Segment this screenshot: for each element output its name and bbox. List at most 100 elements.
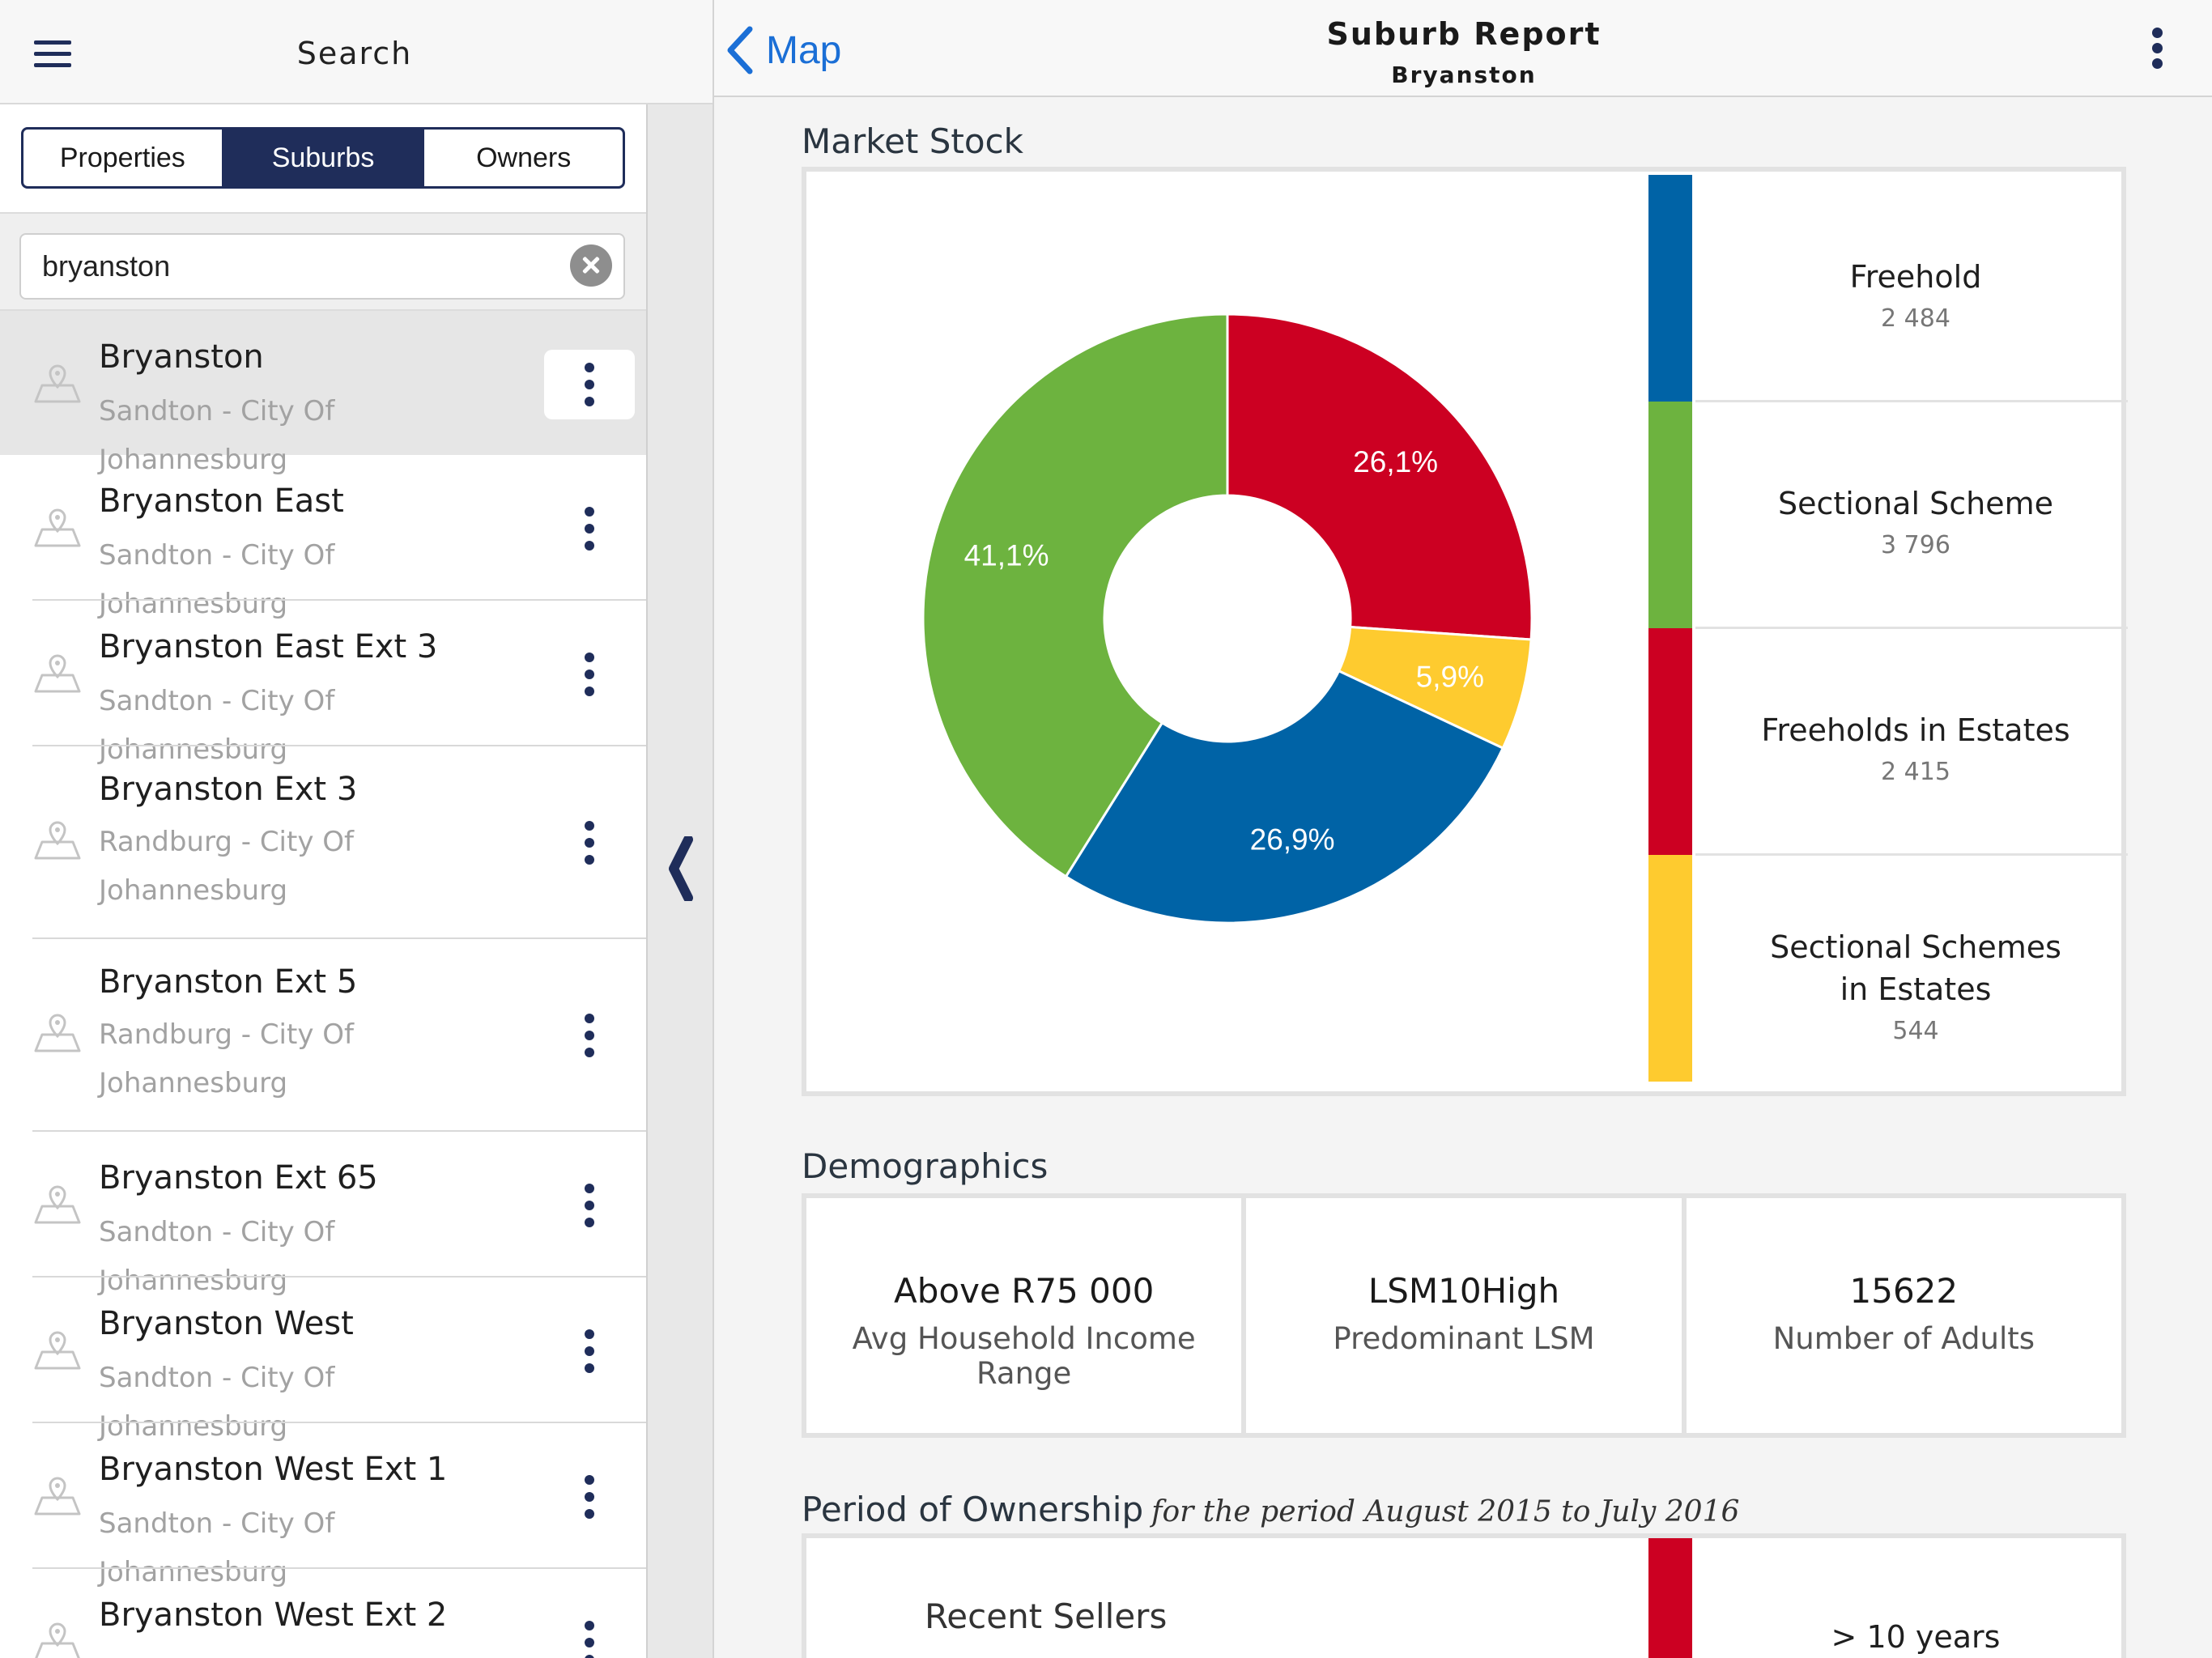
legend-swatch bbox=[1648, 628, 1692, 855]
list-divider bbox=[32, 937, 646, 939]
suburb-list-item[interactable]: Bryanston West Sandton - City Of Johannes… bbox=[0, 1278, 646, 1443]
page-subtitle: Bryanston bbox=[1391, 62, 1537, 88]
map-pin-icon bbox=[32, 651, 83, 696]
suburb-more-button[interactable] bbox=[544, 1001, 635, 1070]
suburb-more-button[interactable] bbox=[544, 1316, 635, 1386]
legend-name: Freeholds in Estates bbox=[1761, 712, 2070, 748]
suburb-more-button[interactable] bbox=[544, 1462, 635, 1532]
legend-swatch bbox=[1648, 175, 1692, 402]
legend-entry: Freeholds in Estates 2 415 bbox=[1705, 709, 2126, 786]
suburb-name: Bryanston bbox=[99, 338, 264, 376]
suburb-region: Sandton - City Of Johannesburg bbox=[99, 1507, 335, 1588]
suburb-region: Randburg - City Of Johannesburg bbox=[99, 826, 354, 907]
legend-swatch bbox=[1648, 402, 1692, 628]
suburb-list-item[interactable]: Bryanston West Ext 2 bbox=[0, 1569, 646, 1658]
list-divider bbox=[32, 1276, 646, 1278]
map-pin-icon bbox=[32, 818, 83, 863]
legend-divider bbox=[1695, 400, 2128, 402]
more-options-icon[interactable] bbox=[2152, 28, 2163, 70]
legend-value: 544 bbox=[1892, 1017, 1939, 1045]
suburb-more-button[interactable] bbox=[544, 1171, 635, 1240]
legend-divider bbox=[1695, 627, 2128, 629]
suburb-name: Bryanston Ext 65 bbox=[99, 1159, 378, 1197]
page-title: Suburb Report bbox=[1326, 16, 1602, 52]
suburb-name: Bryanston East Ext 3 bbox=[99, 628, 438, 665]
market-stock-card: 26,1% 5,9% 26,9% 41,1% Freehold 2 484 Section… bbox=[802, 167, 2128, 1096]
kebab-menu-icon bbox=[585, 1621, 594, 1658]
back-label: Map bbox=[766, 28, 842, 72]
suburb-name: Bryanston West bbox=[99, 1305, 354, 1342]
suburb-more-button[interactable] bbox=[544, 350, 635, 419]
suburb-name: Bryanston West Ext 1 bbox=[99, 1451, 448, 1488]
legend-value: 2 484 bbox=[1881, 304, 1950, 333]
stat-income-label: Avg Household Income Range bbox=[852, 1321, 1196, 1391]
list-divider bbox=[32, 1422, 646, 1423]
kebab-menu-icon bbox=[585, 653, 594, 696]
stat-lsm: LSM10High Predominant LSM bbox=[1246, 1198, 1687, 1433]
suburb-more-button[interactable] bbox=[544, 1608, 635, 1658]
search-input[interactable] bbox=[19, 233, 625, 300]
suburb-list-item[interactable]: Bryanston East Ext 3 Sandton - City Of Jo… bbox=[0, 601, 646, 766]
list-divider bbox=[32, 745, 646, 746]
back-to-map-button[interactable]: Map bbox=[722, 18, 841, 83]
map-pin-icon bbox=[32, 1010, 83, 1056]
map-pin-icon bbox=[32, 505, 83, 551]
legend-name: Freehold bbox=[1849, 259, 1982, 295]
suburb-region: Sandton - City Of Johannesburg bbox=[99, 1362, 335, 1443]
legend-value: 3 796 bbox=[1881, 531, 1950, 559]
legend-name: Sectional Scheme bbox=[1778, 486, 2053, 521]
legend-swatch bbox=[1648, 855, 1692, 1082]
recent-sellers-label: Recent Sellers bbox=[925, 1596, 1168, 1636]
map-pin-icon bbox=[32, 1182, 83, 1227]
suburb-more-button[interactable] bbox=[544, 808, 635, 878]
donut-slice-label: 26,1% bbox=[1353, 445, 1438, 478]
suburb-more-button[interactable] bbox=[544, 640, 635, 709]
kebab-menu-icon bbox=[585, 1184, 594, 1227]
stat-adults-value: 15622 bbox=[1849, 1271, 1959, 1311]
legend-entry: Sectional Scheme 3 796 bbox=[1705, 483, 2126, 559]
ownership-bucket-label: > 10 years bbox=[1831, 1619, 2001, 1655]
market-stock-donut-chart: 26,1% 5,9% 26,9% 41,1% bbox=[921, 312, 1534, 925]
collapse-sidebar-icon[interactable] bbox=[664, 836, 696, 901]
stat-income: Above R75 000 Avg Household Income Range bbox=[806, 1198, 1247, 1433]
clear-search-icon[interactable] bbox=[570, 244, 612, 287]
suburb-name: Bryanston West Ext 2 bbox=[99, 1596, 448, 1634]
suburb-results-list: Bryanston Sandton - City Of Johannesburg B… bbox=[0, 311, 646, 1658]
list-divider bbox=[32, 1130, 646, 1132]
suburb-list-item[interactable]: Bryanston East Sandton - City Of Johannes… bbox=[0, 455, 646, 620]
tab-owners[interactable]: Owners bbox=[476, 142, 572, 173]
map-pin-icon bbox=[32, 1328, 83, 1373]
donut-slice-label: 26,9% bbox=[1250, 823, 1335, 856]
search-bar bbox=[0, 212, 646, 311]
stat-lsm-label: Predominant LSM bbox=[1333, 1321, 1595, 1356]
suburb-name: Bryanston Ext 5 bbox=[99, 963, 358, 1001]
demographics-title: Demographics bbox=[802, 1146, 1049, 1186]
map-pin-icon bbox=[32, 361, 83, 406]
suburb-list-item[interactable]: Bryanston Sandton - City Of Johannesburg bbox=[0, 311, 646, 476]
donut-slice bbox=[1226, 312, 1534, 641]
search-sidebar: Search Properties Suburbs Owners Bryanst… bbox=[0, 0, 713, 1658]
suburb-list-item[interactable]: Bryanston West Ext 1 Sandton - City Of Jo… bbox=[0, 1423, 646, 1588]
suburb-list-item[interactable]: Bryanston Ext 65 Sandton - City Of Johann… bbox=[0, 1132, 646, 1297]
market-stock-title: Market Stock bbox=[802, 121, 1023, 161]
kebab-menu-icon bbox=[585, 1475, 594, 1519]
tab-properties[interactable]: Properties bbox=[23, 130, 224, 186]
tab-suburbs[interactable]: Suburbs bbox=[223, 130, 425, 186]
donut-slice-label: 5,9% bbox=[1416, 660, 1484, 693]
suburb-region: Sandton - City Of Johannesburg bbox=[99, 1216, 335, 1297]
ownership-card: Recent Sellers > 10 years bbox=[802, 1533, 2126, 1658]
suburb-list-item[interactable]: Bryanston Ext 5 Randburg - City Of Johann… bbox=[0, 939, 646, 1132]
kebab-menu-icon bbox=[585, 1014, 594, 1057]
kebab-menu-icon bbox=[585, 363, 594, 406]
demographics-card: Above R75 000 Avg Household Income Range… bbox=[802, 1193, 2126, 1438]
suburb-list-item[interactable]: Bryanston Ext 3 Randburg - City Of Johann… bbox=[0, 746, 646, 939]
sidebar-collapse-strip[interactable] bbox=[646, 104, 713, 1658]
list-divider bbox=[32, 599, 646, 601]
legend-name: Sectional Schemes in Estates bbox=[1770, 929, 2061, 1007]
hamburger-menu-icon[interactable] bbox=[34, 40, 71, 68]
map-pin-icon bbox=[32, 1619, 83, 1658]
suburb-region: Randburg - City Of Johannesburg bbox=[99, 1018, 354, 1099]
stat-adults-label: Number of Adults bbox=[1772, 1321, 2035, 1356]
search-type-segmented-control: Properties Suburbs Owners bbox=[21, 127, 625, 189]
suburb-more-button[interactable] bbox=[544, 494, 635, 563]
